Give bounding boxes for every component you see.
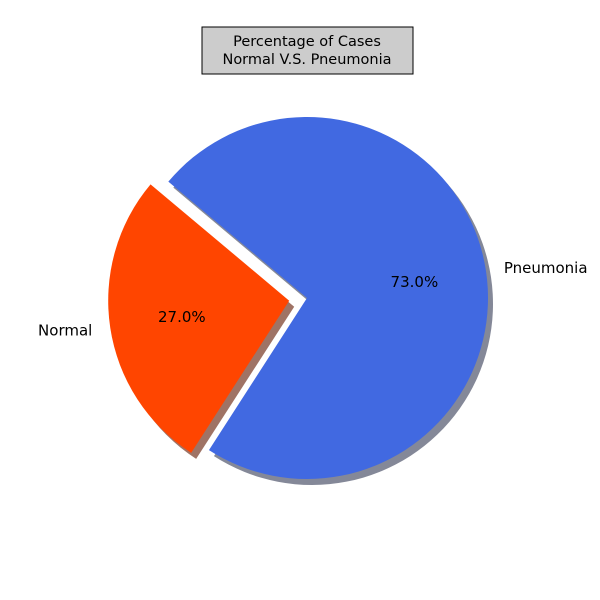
chart-title-line-2: Normal V.S. Pneumonia bbox=[222, 52, 391, 68]
title-background bbox=[201, 26, 414, 75]
labels: Normal 27.0% Pneumonia 73.0% bbox=[38, 259, 587, 339]
slice-pneumonia bbox=[168, 117, 489, 480]
slice-percent-normal: 27.0% bbox=[158, 308, 206, 326]
slice-label-pneumonia: Pneumonia bbox=[504, 259, 588, 277]
chart-title-box: Percentage of Cases Normal V.S. Pneumoni… bbox=[201, 26, 414, 75]
slice-label-normal: Normal bbox=[38, 321, 92, 339]
slice-normal bbox=[108, 184, 290, 453]
slice-percent-pneumonia: 73.0% bbox=[391, 273, 439, 291]
slices bbox=[108, 117, 489, 480]
chart-title-line-1: Percentage of Cases bbox=[233, 34, 381, 50]
